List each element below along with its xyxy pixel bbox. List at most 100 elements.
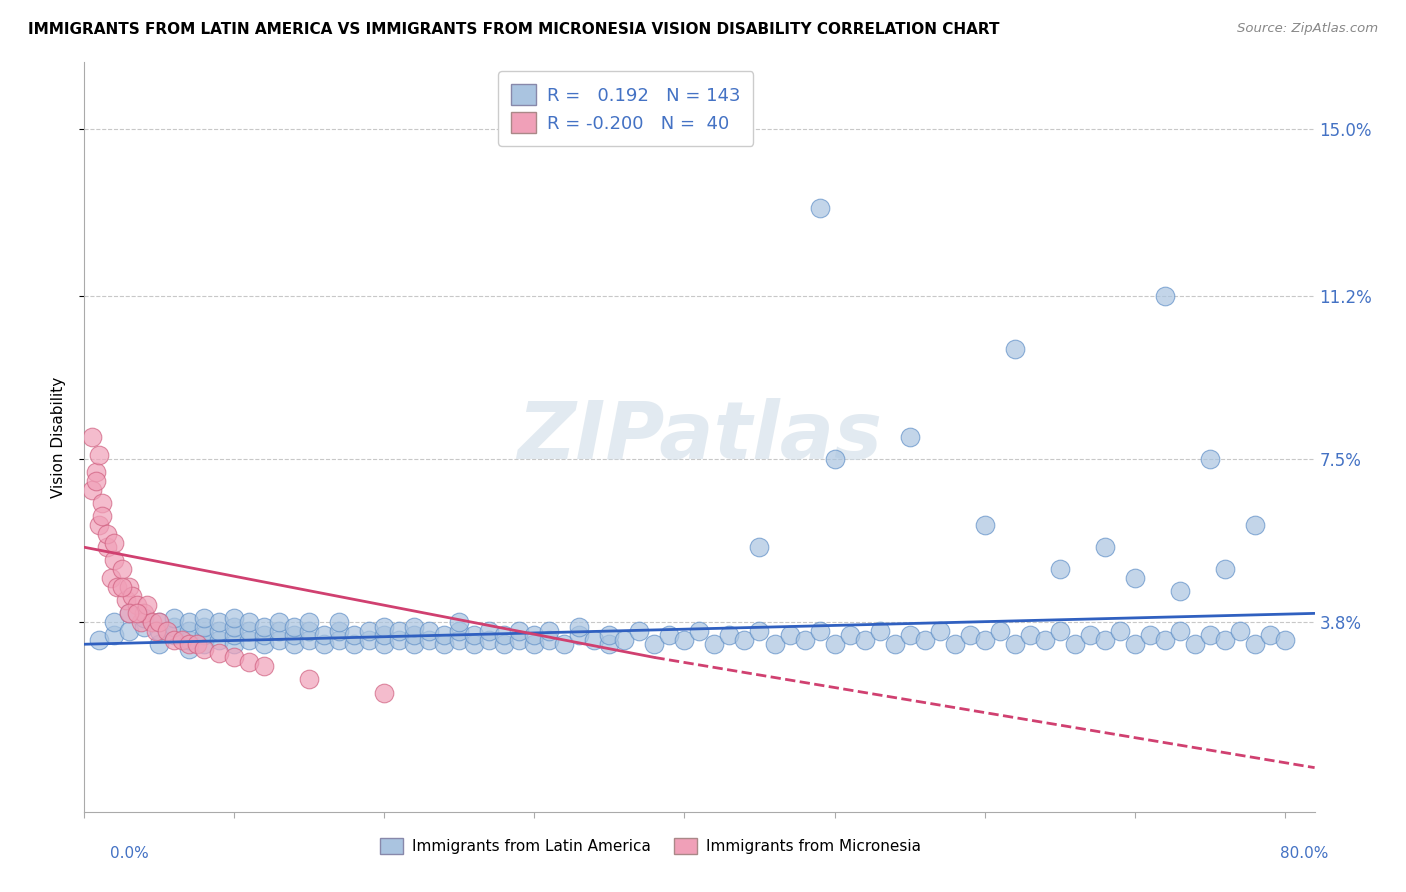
- Point: [238, 632, 260, 647]
- Point: [253, 659, 276, 673]
- Point: [928, 624, 950, 638]
- Point: [238, 624, 260, 638]
- Point: [643, 637, 665, 651]
- Text: ZIPatlas: ZIPatlas: [517, 398, 882, 476]
- Point: [508, 624, 530, 638]
- Point: [748, 541, 770, 555]
- Point: [1018, 628, 1040, 642]
- Point: [824, 637, 846, 651]
- Point: [748, 624, 770, 638]
- Point: [418, 632, 440, 647]
- Point: [1049, 562, 1071, 576]
- Point: [689, 624, 711, 638]
- Point: [179, 624, 201, 638]
- Point: [86, 474, 108, 488]
- Point: [449, 632, 471, 647]
- Point: [1168, 584, 1191, 599]
- Point: [1004, 637, 1026, 651]
- Point: [914, 632, 936, 647]
- Point: [658, 628, 681, 642]
- Point: [89, 632, 111, 647]
- Point: [125, 598, 148, 612]
- Point: [343, 637, 366, 651]
- Point: [121, 589, 143, 603]
- Point: [118, 607, 141, 621]
- Point: [1049, 624, 1071, 638]
- Point: [179, 632, 201, 647]
- Point: [193, 628, 215, 642]
- Point: [103, 615, 125, 630]
- Point: [373, 619, 395, 633]
- Point: [1258, 628, 1281, 642]
- Point: [718, 628, 741, 642]
- Point: [91, 509, 114, 524]
- Point: [598, 637, 620, 651]
- Point: [224, 637, 246, 651]
- Point: [598, 628, 620, 642]
- Point: [1198, 628, 1220, 642]
- Point: [193, 619, 215, 633]
- Point: [463, 637, 485, 651]
- Point: [494, 637, 516, 651]
- Point: [1213, 632, 1236, 647]
- Point: [388, 624, 411, 638]
- Point: [793, 632, 815, 647]
- Point: [253, 637, 276, 651]
- Point: [1168, 624, 1191, 638]
- Point: [148, 615, 170, 630]
- Point: [359, 624, 381, 638]
- Point: [1274, 632, 1296, 647]
- Point: [1078, 628, 1101, 642]
- Point: [186, 637, 208, 651]
- Point: [883, 637, 905, 651]
- Point: [224, 611, 246, 625]
- Point: [283, 628, 305, 642]
- Point: [238, 655, 260, 669]
- Point: [613, 632, 636, 647]
- Point: [89, 518, 111, 533]
- Point: [89, 448, 111, 462]
- Text: 80.0%: 80.0%: [1281, 847, 1329, 861]
- Point: [478, 624, 501, 638]
- Point: [449, 624, 471, 638]
- Point: [298, 615, 321, 630]
- Point: [808, 201, 831, 215]
- Point: [988, 624, 1011, 638]
- Point: [224, 650, 246, 665]
- Point: [959, 628, 981, 642]
- Point: [373, 686, 395, 700]
- Point: [80, 430, 103, 444]
- Point: [1243, 518, 1265, 533]
- Point: [125, 607, 148, 621]
- Point: [1094, 632, 1116, 647]
- Point: [1229, 624, 1251, 638]
- Point: [224, 628, 246, 642]
- Point: [283, 619, 305, 633]
- Point: [1063, 637, 1085, 651]
- Point: [1094, 541, 1116, 555]
- Point: [96, 527, 118, 541]
- Point: [134, 607, 156, 621]
- Point: [553, 637, 575, 651]
- Point: [115, 593, 138, 607]
- Point: [156, 624, 179, 638]
- Point: [1004, 342, 1026, 356]
- Point: [111, 562, 134, 576]
- Point: [1213, 562, 1236, 576]
- Point: [1243, 637, 1265, 651]
- Point: [523, 637, 546, 651]
- Point: [1033, 632, 1056, 647]
- Point: [134, 611, 156, 625]
- Point: [283, 637, 305, 651]
- Point: [111, 580, 134, 594]
- Point: [779, 628, 801, 642]
- Point: [163, 632, 186, 647]
- Point: [1108, 624, 1130, 638]
- Point: [86, 466, 108, 480]
- Point: [328, 624, 350, 638]
- Point: [193, 611, 215, 625]
- Point: [703, 637, 725, 651]
- Point: [314, 628, 336, 642]
- Point: [179, 641, 201, 656]
- Point: [1139, 628, 1161, 642]
